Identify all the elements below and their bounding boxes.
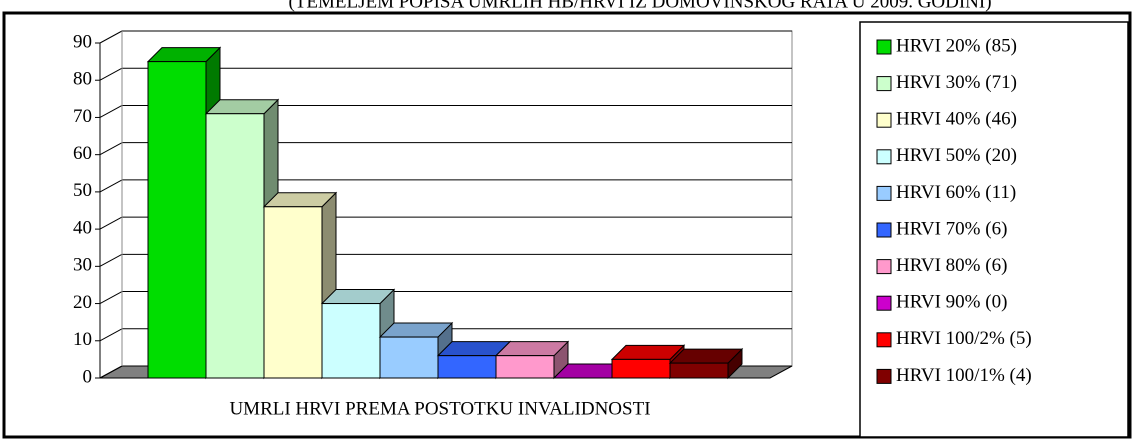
- legend-swatch: [876, 39, 892, 55]
- legend-label: HRVI 90% (0): [896, 292, 1007, 313]
- y-tick-label: 50: [73, 180, 92, 201]
- bar: [611, 358, 671, 379]
- grid-line: [99, 142, 123, 156]
- bar: [379, 336, 439, 379]
- y-tick-label: 30: [73, 255, 92, 276]
- y-tick-label: 60: [73, 143, 92, 164]
- bar: [669, 362, 729, 379]
- legend-swatch: [876, 112, 892, 128]
- grid-line: [99, 30, 123, 44]
- legend-box: [859, 21, 1129, 438]
- legend-swatch: [876, 368, 892, 384]
- y-tick-label: 0: [83, 366, 93, 387]
- y-tick-label: 70: [73, 106, 92, 127]
- grid-line: [99, 365, 123, 379]
- y-tick-label: 40: [73, 217, 92, 238]
- legend-label: HRVI 70% (6): [896, 218, 1007, 239]
- legend-label: HRVI 100/2% (5): [896, 328, 1032, 349]
- legend-label: HRVI 60% (11): [896, 182, 1016, 203]
- bar: [263, 206, 323, 379]
- legend-label: HRVI 30% (71): [896, 72, 1017, 93]
- y-tick-label: 90: [73, 31, 92, 52]
- legend-swatch: [876, 259, 892, 275]
- legend-swatch: [876, 185, 892, 201]
- chart-border: [2, 11, 1132, 439]
- grid-line: [99, 179, 123, 193]
- grid-line: [99, 291, 123, 304]
- grid-line: [99, 216, 123, 230]
- legend-label: HRVI 100/1% (4): [896, 365, 1032, 386]
- bar: [437, 355, 497, 379]
- y-tick-label: 80: [73, 69, 92, 90]
- legend-swatch: [876, 149, 892, 165]
- bar: [205, 113, 265, 379]
- legend-swatch: [876, 295, 892, 311]
- grid-line: [99, 328, 123, 342]
- grid-line: [99, 253, 123, 267]
- legend-swatch: [876, 222, 892, 238]
- grid-line: [99, 67, 123, 81]
- bar: [321, 303, 381, 379]
- legend-swatch: [876, 76, 892, 92]
- y-tick-label: 10: [73, 329, 92, 350]
- legend-label: HRVI 20% (85): [896, 35, 1017, 56]
- y-tick-label: 20: [73, 292, 92, 313]
- bar: [147, 61, 207, 379]
- legend-label: HRVI 40% (46): [896, 109, 1017, 130]
- chart-title: (TEMELJEM POPISA UMRLIH HB/HRVI IZ DOMOV…: [288, 0, 991, 12]
- bar: [495, 355, 555, 379]
- x-axis-label: UMRLI HRVI PREMA POSTOTKU INVALIDNOSTI: [229, 398, 650, 419]
- legend-label: HRVI 80% (6): [896, 255, 1007, 276]
- legend-swatch: [876, 332, 892, 348]
- grid-line: [99, 105, 123, 118]
- legend-label: HRVI 50% (20): [896, 145, 1017, 166]
